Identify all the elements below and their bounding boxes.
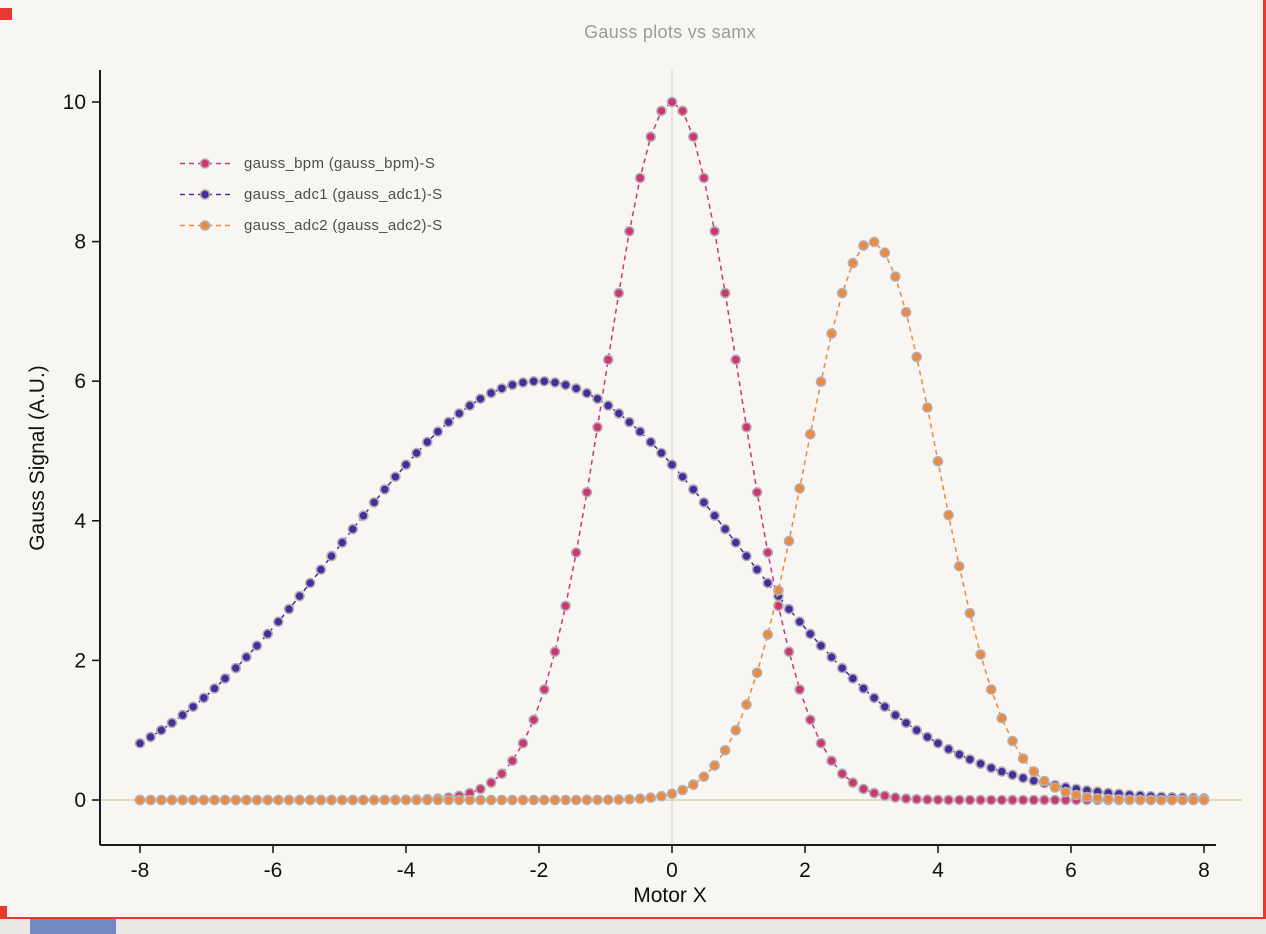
legend-label-2: gauss_adc2 (gauss_adc2)-S [244, 217, 443, 234]
screen-border-right-line [1263, 0, 1266, 934]
legend-label-0: gauss_bpm (gauss_bpm)-S [244, 155, 436, 172]
x-axis-label: Motor X [633, 884, 707, 907]
x-tick-label: -8 [131, 859, 150, 882]
y-tick-label: 4 [74, 510, 86, 533]
legend-item-0[interactable]: gauss_bpm (gauss_bpm)-S [180, 155, 442, 172]
screen-border-top-left-mark [0, 8, 12, 20]
x-tick-label: -4 [397, 859, 416, 882]
y-tick-label: 10 [63, 91, 86, 114]
series-markers-1 [134, 375, 1210, 804]
x-tick-label: 4 [932, 859, 944, 882]
screen-border-bottom-line [0, 917, 1266, 919]
series-markers-2 [134, 236, 1210, 806]
legend-label-1: gauss_adc1 (gauss_adc1)-S [244, 186, 443, 203]
y-tick-label: 6 [74, 370, 86, 393]
chart-title: Gauss plots vs samx [584, 22, 756, 42]
x-tick-label: 6 [1065, 859, 1077, 882]
screen-border-bottom-left-mark [0, 906, 7, 922]
x-tick-label: -2 [530, 859, 549, 882]
x-tick-label: 2 [799, 859, 811, 882]
x-tick-label: 0 [666, 859, 678, 882]
y-axis-label: Gauss Signal (A.U.) [26, 365, 49, 551]
y-tick-label: 2 [74, 649, 86, 672]
taskbar-accent [30, 919, 116, 934]
legend-item-2[interactable]: gauss_adc2 (gauss_adc2)-S [180, 217, 442, 234]
legend-sample-0 [180, 158, 230, 169]
legend-item-1[interactable]: gauss_adc1 (gauss_adc1)-S [180, 186, 442, 203]
series-line-1 [139, 380, 1205, 800]
x-tick-label: -6 [264, 859, 283, 882]
legend-sample-1 [180, 189, 230, 200]
taskbar-strip [0, 919, 1266, 934]
x-tick-label: 8 [1198, 859, 1210, 882]
y-tick-label: 8 [74, 231, 86, 254]
y-tick-label: 0 [74, 789, 86, 812]
legend-sample-2 [180, 220, 230, 231]
legend: gauss_bpm (gauss_bpm)-S gauss_adc1 (gauss… [180, 155, 442, 234]
